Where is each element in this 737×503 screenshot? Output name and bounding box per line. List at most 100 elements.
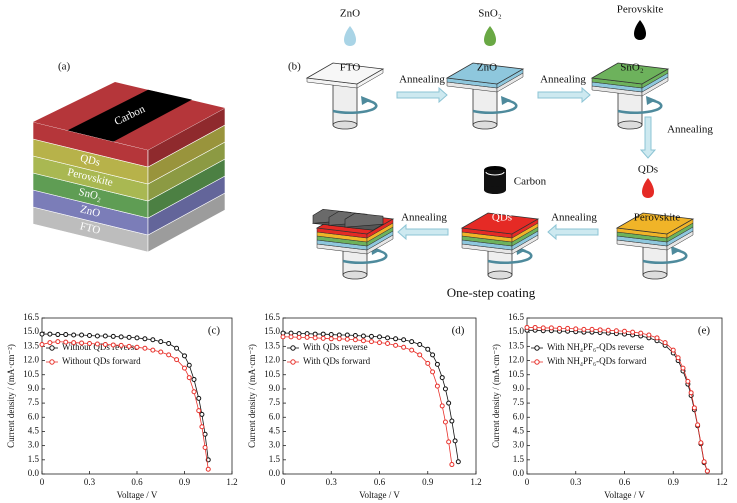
data-point — [701, 459, 707, 465]
data-point — [328, 336, 334, 342]
data-point — [94, 341, 100, 347]
legend-marker — [534, 359, 540, 365]
data-point — [39, 341, 45, 347]
series-line — [42, 333, 209, 460]
panel-b: ZnO SnO₂ Perovskite QDs Carbon FTO ZnO SnO₂ Pero… — [305, 4, 713, 280]
data-point — [344, 336, 350, 342]
data-point — [71, 332, 77, 338]
label: ZnO — [340, 8, 360, 20]
y-axis-label: Current density / (mA·cm⁻²) — [491, 344, 501, 448]
data-point — [605, 327, 611, 333]
data-point — [205, 466, 211, 472]
data-point — [573, 326, 579, 332]
x-tick-label: 0.6 — [619, 477, 631, 487]
carbon-can — [485, 171, 505, 176]
data-point — [630, 329, 636, 335]
data-point — [540, 325, 546, 331]
data-point — [71, 340, 77, 346]
caption: One-step coating — [447, 285, 536, 300]
data-point — [320, 331, 326, 337]
data-point — [393, 342, 399, 348]
legend-marker — [290, 345, 296, 351]
y-tick-label: 6.0 — [28, 411, 40, 421]
data-point — [280, 334, 286, 340]
rotation-head — [671, 246, 681, 255]
label: FTO — [340, 62, 361, 74]
data-point — [39, 331, 45, 337]
data-point — [417, 352, 423, 358]
data-point — [110, 342, 116, 348]
x-tick-label: 0.6 — [131, 477, 143, 487]
drop — [344, 26, 356, 46]
y-tick-label: 0.0 — [513, 468, 525, 478]
data-point — [695, 422, 701, 428]
legend-marker — [49, 359, 55, 365]
process-arrow — [396, 86, 448, 104]
x-axis-label: Voltage / V — [359, 490, 400, 500]
y-tick-label: 4.5 — [28, 426, 40, 436]
plate-top — [615, 212, 695, 235]
data-point — [368, 333, 374, 339]
data-point — [320, 335, 326, 341]
data-point — [182, 353, 187, 359]
data-point — [613, 328, 619, 334]
data-point — [646, 332, 652, 338]
x-axis-label: Voltage / V — [604, 490, 645, 500]
rotation-head — [361, 96, 371, 105]
x-tick-label: 0.3 — [84, 477, 96, 487]
y-tick-label: 15.0 — [264, 326, 280, 336]
data-point — [385, 335, 391, 341]
data-point — [191, 376, 197, 382]
data-point — [449, 462, 455, 468]
label: Annealing — [667, 124, 713, 136]
y-tick-label: 7.5 — [28, 397, 40, 407]
panel-label: (a) — [58, 61, 71, 73]
data-point — [670, 347, 676, 353]
data-point — [166, 352, 172, 358]
label: Annealing — [551, 212, 597, 224]
data-point — [199, 424, 205, 430]
y-tick-label: 0.0 — [28, 468, 40, 478]
data-point — [352, 332, 358, 338]
pedestal-base — [642, 270, 668, 280]
data-point — [662, 340, 668, 346]
data-point — [685, 378, 691, 384]
data-point — [55, 339, 61, 345]
x-tick-label: 0.9 — [179, 477, 191, 487]
label: Perovskite — [634, 212, 681, 224]
legend-label: With NH₄PF₆-QDs forward — [547, 356, 647, 366]
label: Carbon — [514, 176, 547, 188]
data-point — [417, 341, 423, 347]
pedestal-base — [617, 120, 643, 130]
data-point — [118, 334, 124, 340]
legend-label: Without QDs forward — [62, 356, 141, 366]
plate-top — [305, 62, 385, 85]
data-point — [691, 405, 697, 411]
data-point — [126, 343, 132, 349]
y-tick-label: 9.0 — [513, 383, 525, 393]
pedestal — [332, 84, 358, 126]
carbon-bar — [344, 212, 384, 228]
data-point — [166, 341, 172, 347]
drop — [634, 20, 646, 40]
data-point — [622, 328, 627, 334]
data-point — [446, 439, 452, 445]
layer-label: SnO₂ — [77, 186, 103, 203]
data-point — [455, 459, 461, 465]
rotation-head — [501, 96, 511, 105]
layer-label: FTO — [79, 220, 102, 237]
plate-top — [460, 212, 540, 235]
data-point — [158, 339, 164, 345]
y-tick-label: 6.0 — [269, 411, 281, 421]
data-point — [393, 336, 399, 342]
data-point — [196, 408, 202, 414]
drop — [484, 26, 496, 46]
data-point — [449, 418, 455, 424]
data-point — [79, 332, 85, 338]
y-tick-label: 15.0 — [23, 326, 39, 336]
pedestal-base — [487, 270, 513, 280]
label: SnO₂ — [478, 8, 502, 20]
data-point — [87, 332, 92, 338]
pedestal-base — [472, 120, 498, 130]
x-tick-label: 0 — [40, 477, 45, 487]
